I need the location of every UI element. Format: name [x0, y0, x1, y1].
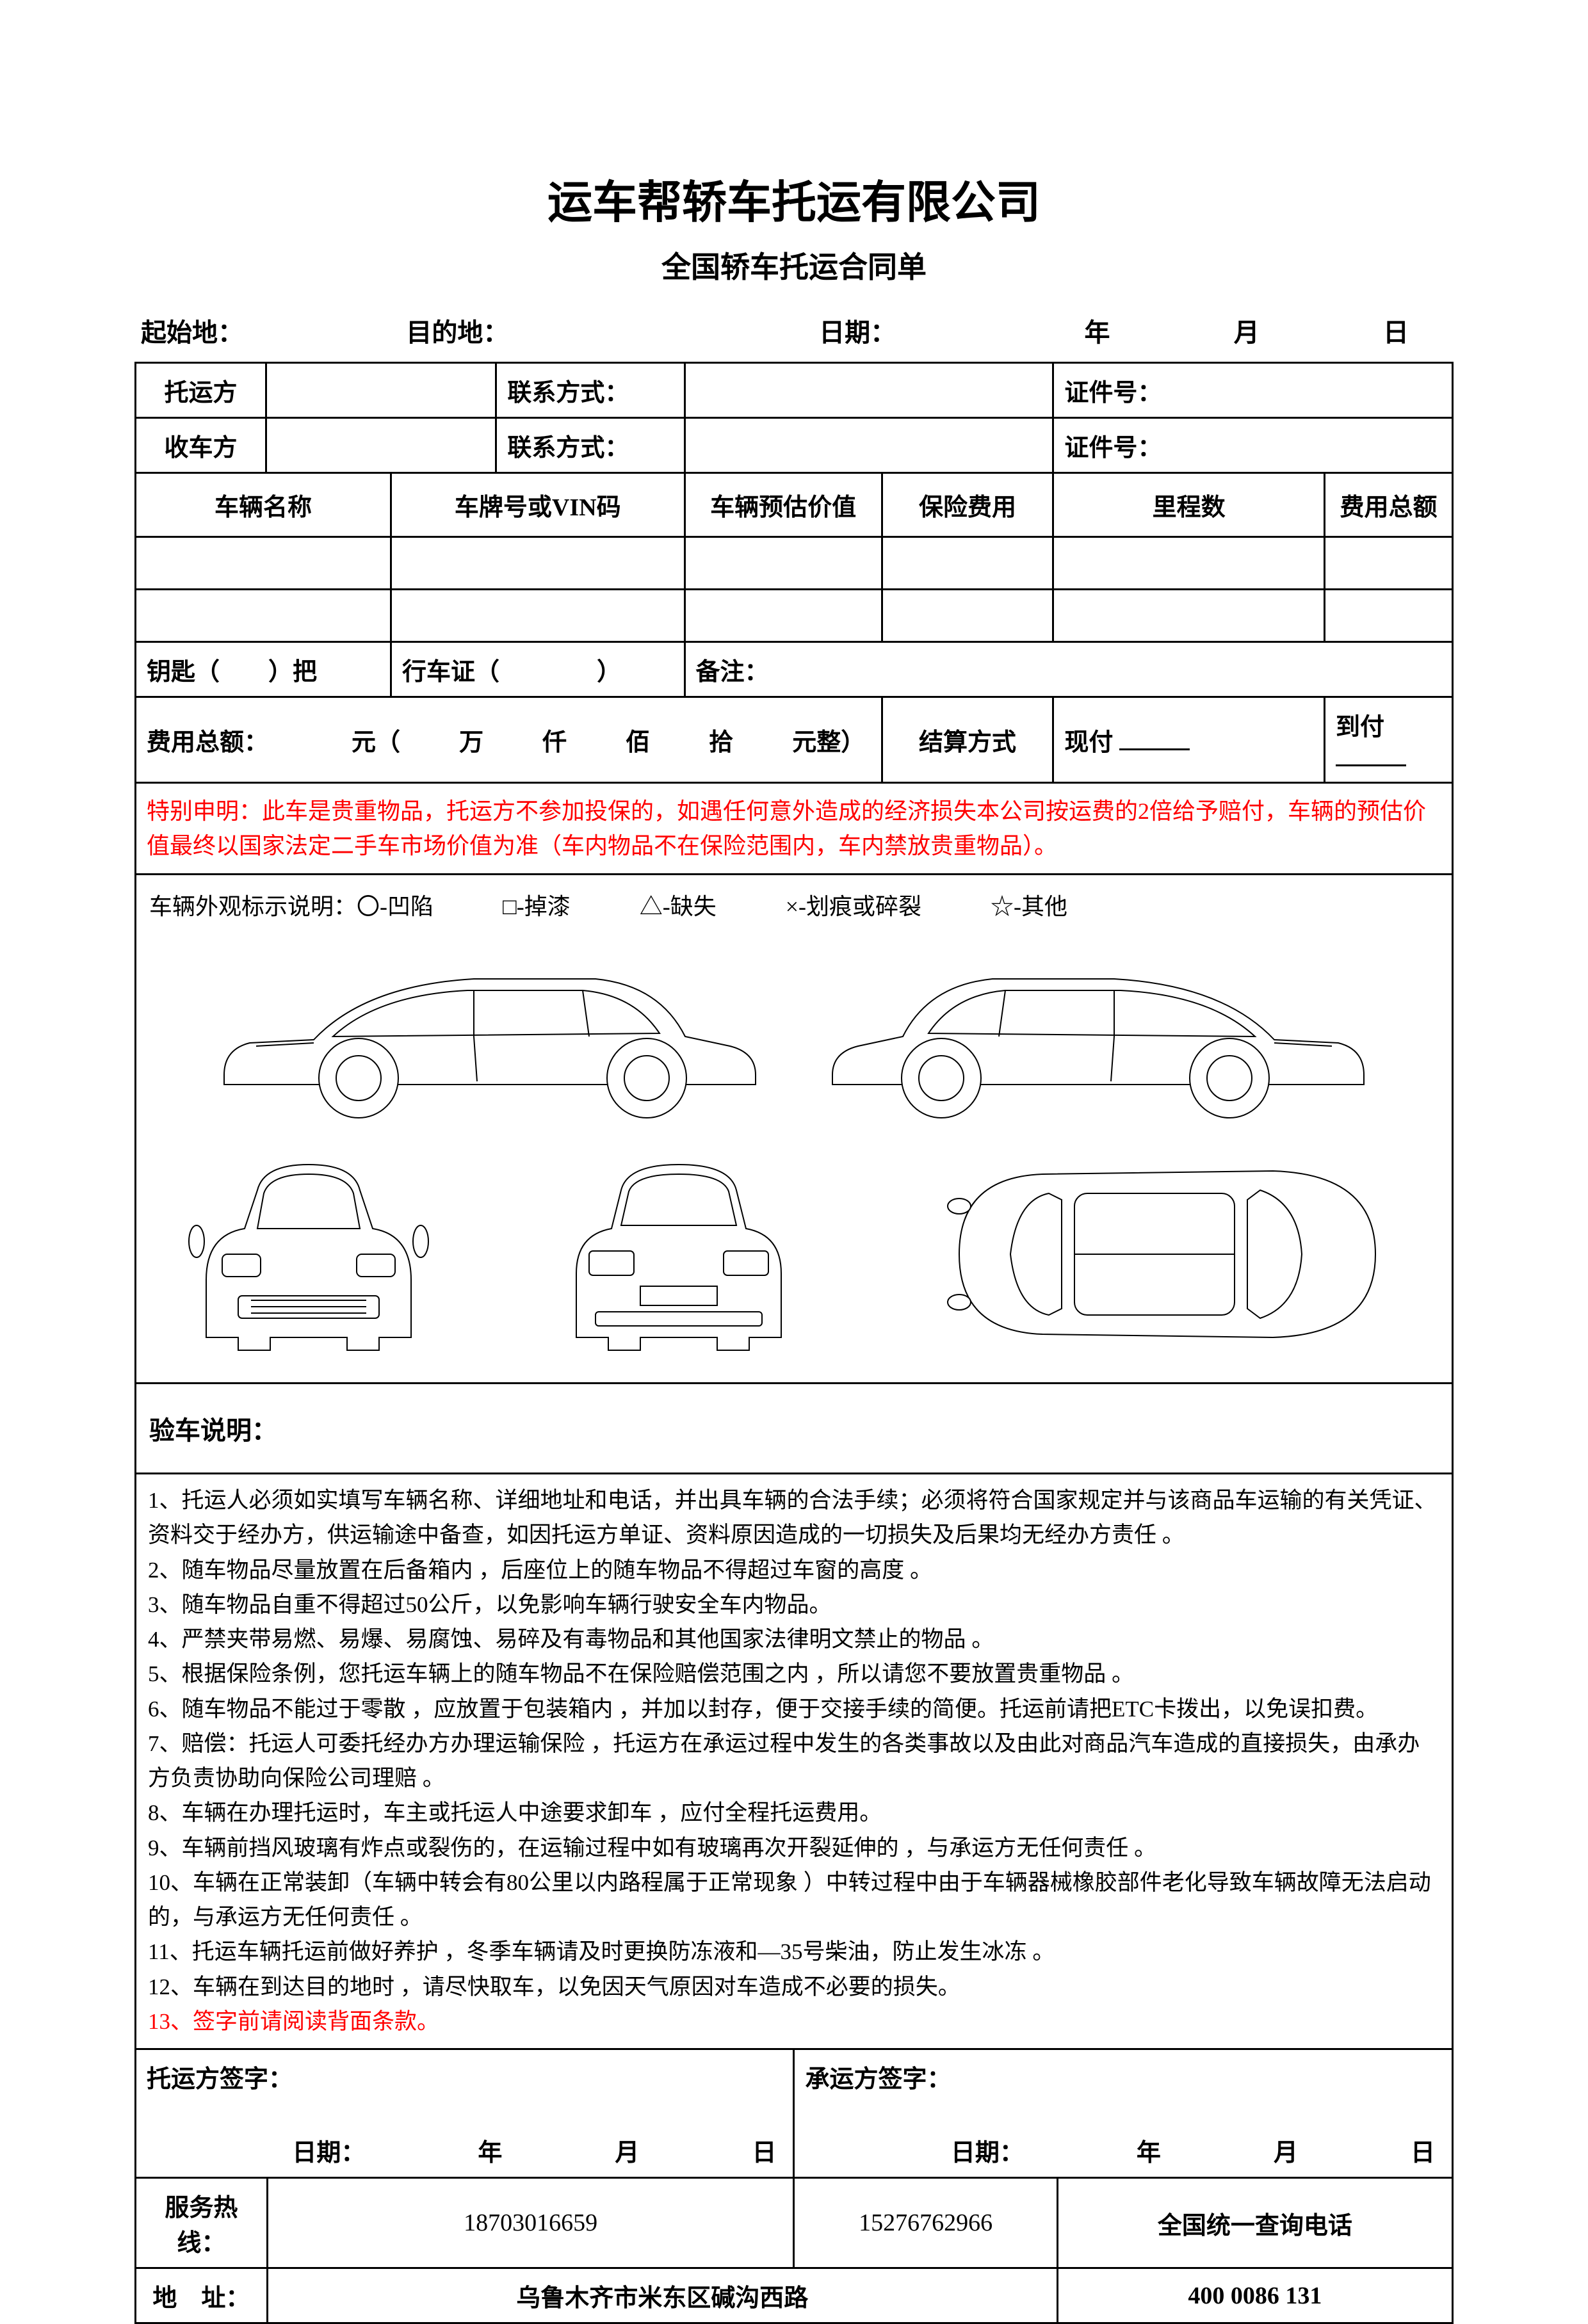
veh-ins-head: 保险费用 [882, 473, 1053, 537]
inspect-item: 7、赔偿：托运人可委托经办方办理运输保险 ，托运方在承运过程中发生的各类事故以及… [148, 1727, 1440, 1796]
receiver-contact-label: 联系方式： [496, 418, 685, 473]
settle-label: 结算方式 [882, 697, 1053, 783]
veh-name-head: 车辆名称 [136, 473, 391, 537]
inspect-item: 5、根据保险条例，您托运车辆上的随车物品不在保险赔偿范围之内 ，所以请您不要放置… [148, 1657, 1440, 1691]
veh-total-head: 费用总额 [1324, 473, 1452, 537]
receiver-id-label: 证件号： [1053, 418, 1453, 473]
hotline2: 15276762966 [794, 2178, 1057, 2268]
shipper-contact-value[interactable] [685, 363, 1053, 418]
inspect-item: 9、车辆前挡风玻璃有炸点或裂伤的，在运输过程中如有玻璃再次开裂延伸的 ，与承运方… [148, 1831, 1440, 1866]
day-label: 日 [1383, 312, 1409, 349]
origin-label: 起始地： [141, 312, 406, 349]
inspect-item: 11、托运车辆托运前做好养护 ，冬季车辆请及时更换防冻液和—35号柴油，防止发生… [148, 1935, 1440, 1969]
veh-mile-head: 里程数 [1053, 473, 1325, 537]
veh-est-head: 车辆预估价值 [685, 473, 882, 537]
car-side-left-icon [199, 934, 775, 1120]
inspect-item: 3、随车物品自重不得超过50公斤，以免影响车辆行驶安全车内物品。 [148, 1588, 1440, 1622]
inspect-item: 6、随车物品不能过于零散 ，应放置于包装箱内 ，并加以封存，便于交接手续的简便。… [148, 1692, 1440, 1727]
hotline-label: 服务热线： [136, 2178, 268, 2268]
national-phone: 400 0086 131 [1057, 2268, 1452, 2323]
inspect-item: 1、托运人必须如实填写车辆名称、详细地址和电话，并出具车辆的合法手续；必须将符合… [148, 1483, 1440, 1553]
year-label: 年 [1085, 312, 1110, 349]
collect-cell[interactable]: 到付 [1324, 697, 1452, 783]
dest-label: 目的地： [406, 312, 819, 349]
license-cell[interactable]: 行车证（ ） [391, 642, 685, 697]
inspect-item: 10、车辆在正常装卸（车辆中转会有80公里以内路程属于正常现象 ）中转过程中由于… [148, 1866, 1440, 1935]
inspect-item: 8、车辆在办理托运时，车主或托运人中途要求卸车 ，应付全程托运费用。 [148, 1796, 1440, 1830]
inspect-item: 4、严禁夹带易燃、易爆、易腐蚀、易碎及有毒物品和其他国家法律明文禁止的物品 。 [148, 1622, 1440, 1657]
diagram-section: 车辆外观标示说明：〇-凹陷 □-掉漆 △-缺失 ×-划痕或碎裂 ☆-其他 [134, 875, 1454, 1384]
form-subtitle: 全国轿车托运合同单 [134, 244, 1454, 286]
veh-row1-name[interactable] [136, 537, 391, 590]
month-label: 月 [1234, 312, 1260, 349]
carrier-sign-cell[interactable]: 承运方签字： 日期： 年 月 日 [794, 2050, 1453, 2178]
sign-table: 托运方签字： 日期： 年 月 日 承运方签字： 日期： 年 月 日 服务热线： … [134, 2050, 1454, 2324]
keys-cell[interactable]: 钥匙（ ）把 [136, 642, 391, 697]
receiver-value[interactable] [266, 418, 496, 473]
car-rear-icon [544, 1139, 813, 1369]
addr-value: 乌鲁木齐市米东区碱沟西路 [267, 2268, 1057, 2323]
receiver-contact-value[interactable] [685, 418, 1053, 473]
veh-row1-est[interactable] [685, 537, 882, 590]
car-top-icon [914, 1139, 1414, 1369]
veh-row2-total[interactable] [1324, 590, 1452, 642]
inspect-item-red: 13、签字前请阅读背面条款。 [148, 2005, 1440, 2039]
veh-plate-head: 车牌号或VIN码 [391, 473, 685, 537]
veh-row2-plate[interactable] [391, 590, 685, 642]
veh-row2-est[interactable] [685, 590, 882, 642]
veh-row2-name[interactable] [136, 590, 391, 642]
veh-row2-ins[interactable] [882, 590, 1053, 642]
national-label: 全国统一查询电话 [1057, 2178, 1452, 2268]
fee-total-cell[interactable]: 费用总额： 元（ 万 仟 佰 拾 元整） [136, 697, 882, 783]
car-front-icon [174, 1139, 443, 1369]
car-side-right-icon [813, 934, 1390, 1120]
special-note: 特别申明：此车是贵重物品，托运方不参加投保的，如遇任何意外造成的经济损失本公司按… [136, 783, 1453, 875]
shipper-contact-label: 联系方式： [496, 363, 685, 418]
date-label: 日期： [819, 312, 1084, 349]
main-table: 托运方 联系方式： 证件号： 收车方 联系方式： 证件号： 车辆名称 车牌号或V… [134, 362, 1454, 875]
header-row: 起始地： 目的地： 日期： 年 月 日 [134, 312, 1454, 362]
receiver-label: 收车方 [136, 418, 266, 473]
prepaid-cell[interactable]: 现付 [1053, 697, 1325, 783]
shipper-sign-cell[interactable]: 托运方签字： 日期： 年 月 日 [136, 2050, 794, 2178]
shipper-id-label: 证件号： [1053, 363, 1453, 418]
company-title: 运车帮轿车托运有限公司 [134, 166, 1454, 231]
diagram-legend: 车辆外观标示说明：〇-凹陷 □-掉漆 △-缺失 ×-划痕或碎裂 ☆-其他 [149, 888, 1439, 921]
inspect-item: 12、车辆在到达目的地时 ，请尽快取车，以免因天气原因对车造成不必要的损失。 [148, 1970, 1440, 2005]
veh-row1-ins[interactable] [882, 537, 1053, 590]
shipper-label: 托运方 [136, 363, 266, 418]
veh-row1-mile[interactable] [1053, 537, 1325, 590]
shipper-value[interactable] [266, 363, 496, 418]
veh-row1-plate[interactable] [391, 537, 685, 590]
inspect-body: 1、托运人必须如实填写车辆名称、详细地址和电话，并出具车辆的合法手续；必须将符合… [134, 1474, 1454, 2050]
veh-row2-mile[interactable] [1053, 590, 1325, 642]
inspect-item: 2、随车物品尽量放置在后备箱内 ，后座位上的随车物品不得超过车窗的高度 。 [148, 1553, 1440, 1588]
hotline1: 18703016659 [267, 2178, 794, 2268]
veh-row1-total[interactable] [1324, 537, 1452, 590]
inspect-title: 验车说明： [134, 1384, 1454, 1474]
remark-cell[interactable]: 备注： [685, 642, 1453, 697]
addr-label: 地 址： [136, 2268, 268, 2323]
